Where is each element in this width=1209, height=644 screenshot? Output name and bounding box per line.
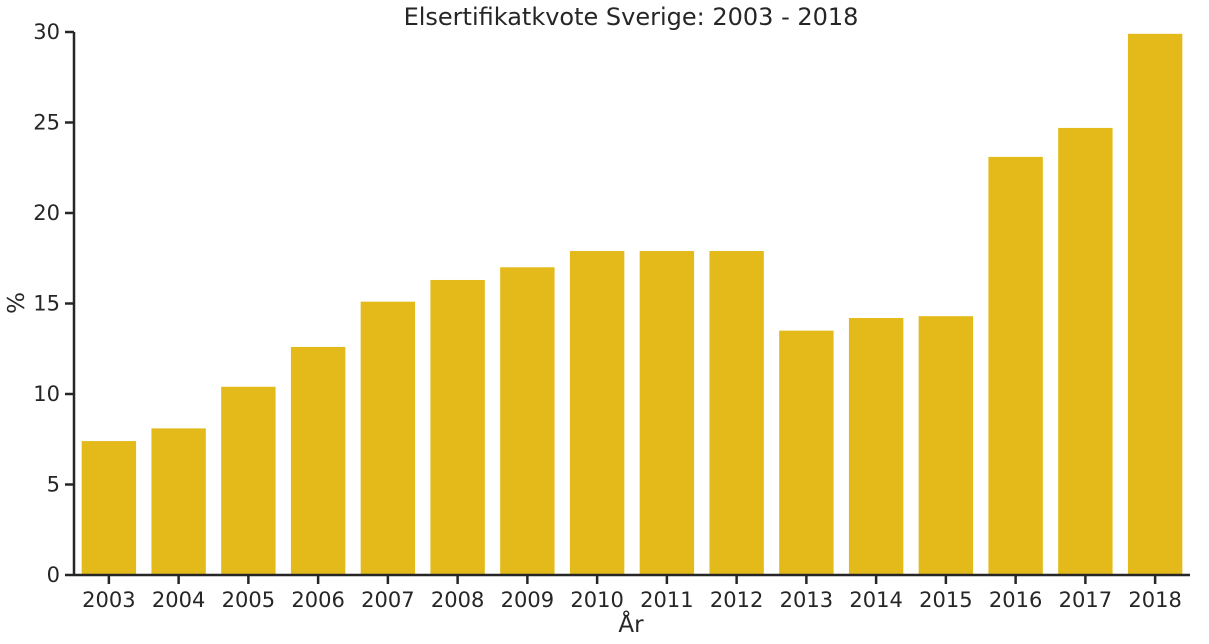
bar-2006 bbox=[290, 346, 346, 575]
x-tick-label-2014: 2014 bbox=[849, 588, 902, 612]
bar-2007 bbox=[360, 301, 416, 575]
bar-2018 bbox=[1127, 33, 1183, 576]
y-tick-label-20: 20 bbox=[33, 201, 60, 225]
x-tick-label-2008: 2008 bbox=[431, 588, 484, 612]
y-axis-label: % bbox=[4, 292, 30, 314]
bar-2015 bbox=[918, 316, 974, 575]
bar-2009 bbox=[500, 267, 555, 575]
bar-2004 bbox=[151, 428, 206, 575]
y-tick-label-15: 15 bbox=[33, 292, 60, 316]
x-tick-label-2006: 2006 bbox=[291, 588, 344, 612]
bar-2016 bbox=[988, 156, 1043, 575]
x-tick-label-2011: 2011 bbox=[640, 588, 693, 612]
x-tick-label-2009: 2009 bbox=[501, 588, 554, 612]
x-tick-label-2013: 2013 bbox=[780, 588, 833, 612]
bar-2012 bbox=[709, 251, 764, 575]
bar-2005 bbox=[221, 386, 276, 575]
x-tick-label-2018: 2018 bbox=[1128, 588, 1181, 612]
y-tick-label-5: 5 bbox=[47, 473, 60, 497]
bar-2011 bbox=[639, 251, 695, 575]
y-tick-label-10: 10 bbox=[33, 382, 60, 406]
x-tick-label-2015: 2015 bbox=[919, 588, 972, 612]
x-axis: 2003 2004 2005 2006 2007 2008 2009 2010 2011 2012… bbox=[74, 573, 1190, 612]
bar-2010 bbox=[569, 251, 625, 575]
x-tick-label-2010: 2010 bbox=[570, 588, 623, 612]
x-tick-label-2005: 2005 bbox=[222, 588, 275, 612]
x-tick-label-2016: 2016 bbox=[989, 588, 1042, 612]
x-axis-label: År bbox=[618, 610, 644, 638]
x-tick-label-2017: 2017 bbox=[1059, 588, 1112, 612]
x-tick-label-2004: 2004 bbox=[152, 588, 205, 612]
bar-2003 bbox=[81, 441, 137, 575]
bar-2008 bbox=[430, 279, 485, 575]
bar-2017 bbox=[1058, 127, 1113, 576]
x-tick-label-2003: 2003 bbox=[82, 588, 135, 612]
chart-title: Elsertifikatkvote Sverige: 2003 - 2018 bbox=[404, 3, 859, 31]
x-tick-label-2007: 2007 bbox=[361, 588, 414, 612]
y-tick-label-30: 30 bbox=[33, 20, 60, 44]
y-axis: 0 5 10 15 20 25 30 bbox=[33, 20, 76, 587]
bar-2014 bbox=[848, 317, 904, 575]
y-tick-label-25: 25 bbox=[33, 111, 60, 135]
x-tick-label-2012: 2012 bbox=[710, 588, 763, 612]
y-tick-label-0: 0 bbox=[47, 563, 60, 587]
bar-2013 bbox=[779, 330, 834, 575]
bars-group bbox=[81, 33, 1183, 576]
